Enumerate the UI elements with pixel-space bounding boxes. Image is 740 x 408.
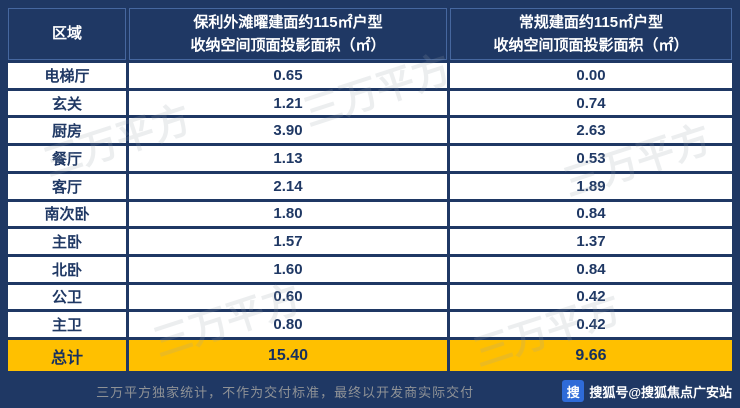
row-value-regular: 1.37 (450, 229, 732, 254)
header-region: 区域 (8, 8, 126, 60)
row-label: 客厅 (8, 173, 126, 199)
credit-text: 搜狐号@搜狐焦点广安站 (589, 384, 732, 400)
row-value-regular: 0.42 (450, 312, 732, 337)
row-value-regular: 0.74 (450, 90, 732, 116)
row-value-regular: 0.84 (450, 256, 732, 282)
row-value-regular: 2.63 (450, 118, 732, 144)
header-poli-line1: 保利外滩曜建面约115㎡户型 (193, 13, 383, 31)
header-poli-unit: 保利外滩曜建面约115㎡户型 收纳空间顶面投影面积（㎡） (129, 8, 447, 60)
row-label: 电梯厅 (8, 63, 126, 88)
row-value-regular: 0.00 (450, 63, 732, 88)
total-value-poli: 15.40 (129, 340, 447, 371)
footer-bar: 三万平方独家统计，不作为交付标准，最终以开发商实际交付 搜 搜狐号@搜狐焦点广安… (0, 374, 740, 408)
row-value-poli: 1.80 (129, 201, 447, 227)
row-value-poli: 0.65 (129, 63, 447, 88)
header-regular-unit: 常规建面约115㎡户型 收纳空间顶面投影面积（㎡） (450, 8, 732, 60)
row-value-poli: 1.21 (129, 90, 447, 116)
row-label: 公卫 (8, 284, 126, 310)
row-label: 主卧 (8, 229, 126, 254)
total-value-regular: 9.66 (450, 340, 732, 371)
row-label: 厨房 (8, 118, 126, 144)
row-value-poli: 1.60 (129, 256, 447, 282)
header-regular-line1: 常规建面约115㎡户型 (518, 13, 664, 31)
header-regular-line2: 收纳空间顶面投影面积（㎡） (493, 37, 689, 54)
row-value-poli: 2.14 (129, 173, 447, 199)
row-value-regular: 0.84 (450, 201, 732, 227)
row-value-poli: 3.90 (129, 118, 447, 144)
credit-block: 搜 搜狐号@搜狐焦点广安站 (562, 380, 732, 402)
row-value-regular: 0.42 (450, 284, 732, 310)
storage-comparison-table: 区域 保利外滩曜建面约115㎡户型 收纳空间顶面投影面积（㎡） 常规建面约115… (8, 8, 732, 371)
row-value-regular: 1.89 (450, 173, 732, 199)
header-poli-line2: 收纳空间顶面投影面积（㎡） (190, 37, 386, 54)
row-label: 主卫 (8, 312, 126, 337)
row-label: 玄关 (8, 90, 126, 116)
total-label: 总计 (8, 340, 126, 371)
row-label: 餐厅 (8, 146, 126, 171)
row-value-regular: 0.53 (450, 146, 732, 171)
sohu-logo-icon: 搜 (562, 380, 585, 402)
row-value-poli: 0.80 (129, 312, 447, 337)
header-region-label: 区域 (51, 25, 82, 43)
row-label: 北卧 (8, 256, 126, 282)
disclaimer-text: 三万平方独家统计，不作为交付标准，最终以开发商实际交付 (96, 384, 475, 400)
row-value-poli: 0.60 (129, 284, 447, 310)
row-value-poli: 1.13 (129, 146, 447, 171)
row-label: 南次卧 (8, 201, 126, 227)
row-value-poli: 1.57 (129, 229, 447, 254)
